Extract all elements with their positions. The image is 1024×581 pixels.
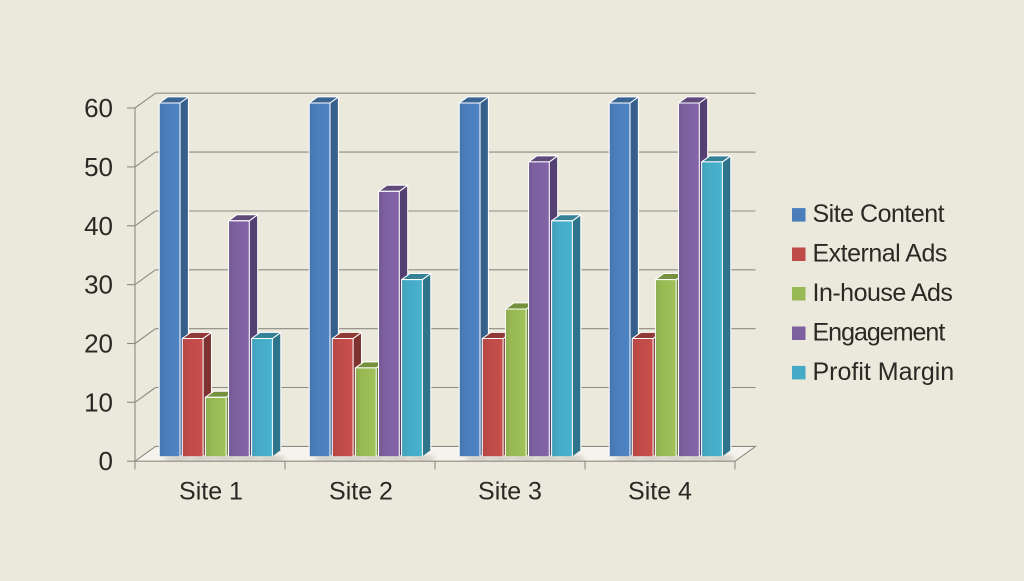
svg-text:Site 3: Site 3	[478, 478, 542, 506]
svg-text:Site 1: Site 1	[179, 478, 243, 506]
svg-text:50: 50	[84, 152, 113, 182]
svg-text:External Ads: External Ads	[813, 240, 947, 268]
svg-text:Site Content: Site Content	[813, 200, 945, 228]
svg-text:Site 4: Site 4	[628, 478, 692, 506]
svg-text:60: 60	[84, 93, 113, 123]
svg-text:Site 2: Site 2	[329, 478, 393, 506]
svg-text:20: 20	[84, 329, 113, 359]
svg-text:Profit Margin: Profit Margin	[813, 358, 955, 386]
svg-text:30: 30	[84, 270, 113, 300]
svg-text:0: 0	[99, 446, 113, 476]
svg-text:In-house Ads: In-house Ads	[813, 279, 953, 307]
svg-text:Engagement: Engagement	[813, 319, 946, 347]
svg-text:10: 10	[84, 387, 113, 417]
svg-text:40: 40	[84, 211, 113, 241]
